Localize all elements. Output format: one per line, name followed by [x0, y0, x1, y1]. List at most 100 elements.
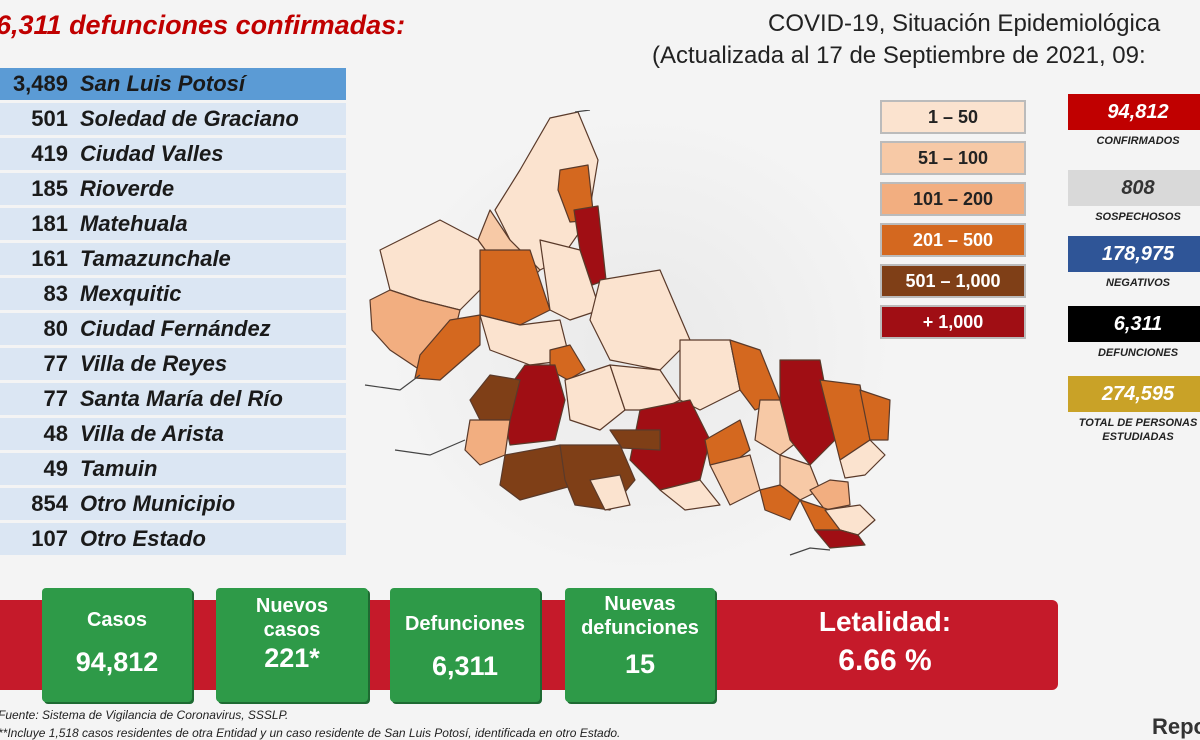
table-row: 77 Santa María del Río: [0, 383, 346, 415]
stat-label: DEFUNCIONES: [1097, 347, 1179, 359]
death-count: 854: [31, 491, 68, 516]
new-deaths-label: Nuevas defunciones: [581, 593, 699, 639]
map-region: [779, 454, 821, 501]
death-count: 48: [43, 421, 68, 446]
stat-label: TOTAL DE PERSONAS ESTUDIADAS: [1078, 417, 1198, 443]
cases-value: 94,812: [75, 647, 159, 677]
death-count: 49: [43, 456, 68, 481]
stat-label: SOSPECHOSOS: [1095, 211, 1181, 223]
table-row: 107 Otro Estado: [0, 523, 346, 555]
table-row: 80 Ciudad Fernández: [0, 313, 346, 345]
stat-value: 274,595: [1068, 376, 1200, 412]
report-title: COVID-19, Situación Epidemiológica: [768, 10, 1161, 37]
legend-item: 501 – 1,000: [880, 264, 1026, 298]
map-legend: 1 – 50 51 – 100 101 – 200 201 – 500 501 …: [880, 100, 1026, 346]
death-count: 419: [31, 141, 68, 166]
new-cases-label: Nuevos casos: [255, 595, 329, 641]
map-border-line: [574, 110, 591, 113]
table-row: 3,489 San Luis Potosí: [0, 68, 346, 100]
death-count: 80: [43, 316, 68, 341]
stat-deaths: 6,311 DEFUNCIONES: [1068, 306, 1200, 360]
footnote: **Incluye 1,518 casos residentes de otra…: [0, 726, 621, 740]
legend-item: 101 – 200: [880, 182, 1026, 216]
lethality: Letalidad: 6.66 %: [790, 606, 980, 678]
municipality-name: Villa de Arista: [80, 421, 224, 446]
map-region: [589, 269, 691, 371]
cases-label: Casos: [86, 609, 148, 631]
report-subtitle: (Actualizada al 17 de Septiembre de 2021…: [652, 42, 1146, 69]
municipality-name: Ciudad Valles: [80, 141, 224, 166]
municipality-table: 3,489 San Luis Potosí 501 Soledad de Graci…: [0, 68, 346, 558]
municipality-name: Tamazunchale: [80, 246, 231, 271]
table-row: 83 Mexquitic: [0, 278, 346, 310]
map-region: [589, 474, 631, 511]
municipality-name: Villa de Reyes: [80, 351, 228, 376]
stat-label: NEGATIVOS: [1106, 277, 1170, 289]
death-count: 161: [31, 246, 68, 271]
death-count: 83: [43, 281, 68, 306]
table-row: 49 Tamuin: [0, 453, 346, 485]
stat-value: 6,311: [1068, 306, 1200, 342]
deaths-label: Defunciones: [404, 613, 526, 635]
new-deaths-card: Nuevas defunciones 15: [565, 588, 715, 702]
municipality-name: Rioverde: [80, 176, 175, 201]
table-row: 181 Matehuala: [0, 208, 346, 240]
lethality-label: Letalidad:: [818, 606, 952, 637]
municipality-name: San Luis Potosí: [80, 71, 246, 96]
map-region: [564, 364, 626, 431]
municipality-name: Soledad de Graciano: [80, 106, 299, 131]
map-region: [859, 389, 891, 441]
legend-item: 51 – 100: [880, 141, 1026, 175]
death-count: 501: [31, 106, 68, 131]
table-row: 161 Tamazunchale: [0, 243, 346, 275]
deaths-card: Defunciones 6,311: [390, 588, 540, 702]
map-region: [809, 479, 851, 511]
death-count: 77: [43, 351, 68, 376]
death-count: 77: [43, 386, 68, 411]
table-row: 854 Otro Municipio: [0, 488, 346, 520]
map-region: [759, 484, 801, 521]
new-cases-card: Nuevos casos 221*: [216, 588, 368, 702]
deaths-value: 6,311: [431, 651, 499, 681]
new-cases-value: 221*: [264, 643, 320, 673]
map-region: [499, 444, 576, 501]
stat-value: 94,812: [1068, 94, 1200, 130]
map-region: [679, 339, 741, 411]
municipality-name: Ciudad Fernández: [80, 316, 271, 341]
stat-value: 178,975: [1068, 236, 1200, 272]
death-count: 3,489: [12, 71, 68, 96]
map-region: [824, 504, 876, 536]
legend-item: + 1,000: [880, 305, 1026, 339]
legend-item: 1 – 50: [880, 100, 1026, 134]
corner-text: Repo: [1152, 714, 1200, 739]
map-border-line: [789, 547, 831, 556]
municipality-name: Santa María del Río: [80, 386, 283, 411]
stat-confirmed: 94,812 CONFIRMADOS: [1068, 94, 1200, 148]
map-region: [539, 239, 601, 321]
map-region: [464, 419, 511, 466]
map-region: [659, 479, 721, 511]
deaths-title: 6,311 defunciones confirmadas:: [0, 10, 406, 40]
map-region: [609, 429, 661, 451]
new-deaths-value: 15: [624, 649, 656, 679]
municipality-name: Matehuala: [80, 211, 188, 236]
stat-suspected: 808 SOSPECHOSOS: [1068, 170, 1200, 224]
map-region: [839, 439, 886, 479]
table-row: 419 Ciudad Valles: [0, 138, 346, 170]
municipality-name: Otro Municipio: [80, 491, 236, 516]
map-region: [814, 529, 866, 549]
legend-item: 201 – 500: [880, 223, 1026, 257]
stat-label: CONFIRMADOS: [1096, 135, 1180, 147]
source-note: Fuente: Sistema de Vigilancia de Coronav…: [0, 708, 289, 722]
stat-value: 808: [1068, 170, 1200, 206]
map-border-line: [364, 374, 421, 391]
death-count: 185: [31, 176, 68, 201]
stat-negative: 178,975 NEGATIVOS: [1068, 236, 1200, 290]
table-row: 77 Villa de Reyes: [0, 348, 346, 380]
municipality-name: Mexquitic: [80, 281, 182, 306]
municipality-name: Otro Estado: [80, 526, 206, 551]
table-row: 501 Soledad de Graciano: [0, 103, 346, 135]
lethality-value: 6.66 %: [838, 644, 932, 677]
state-map: [364, 110, 891, 556]
table-row: 185 Rioverde: [0, 173, 346, 205]
